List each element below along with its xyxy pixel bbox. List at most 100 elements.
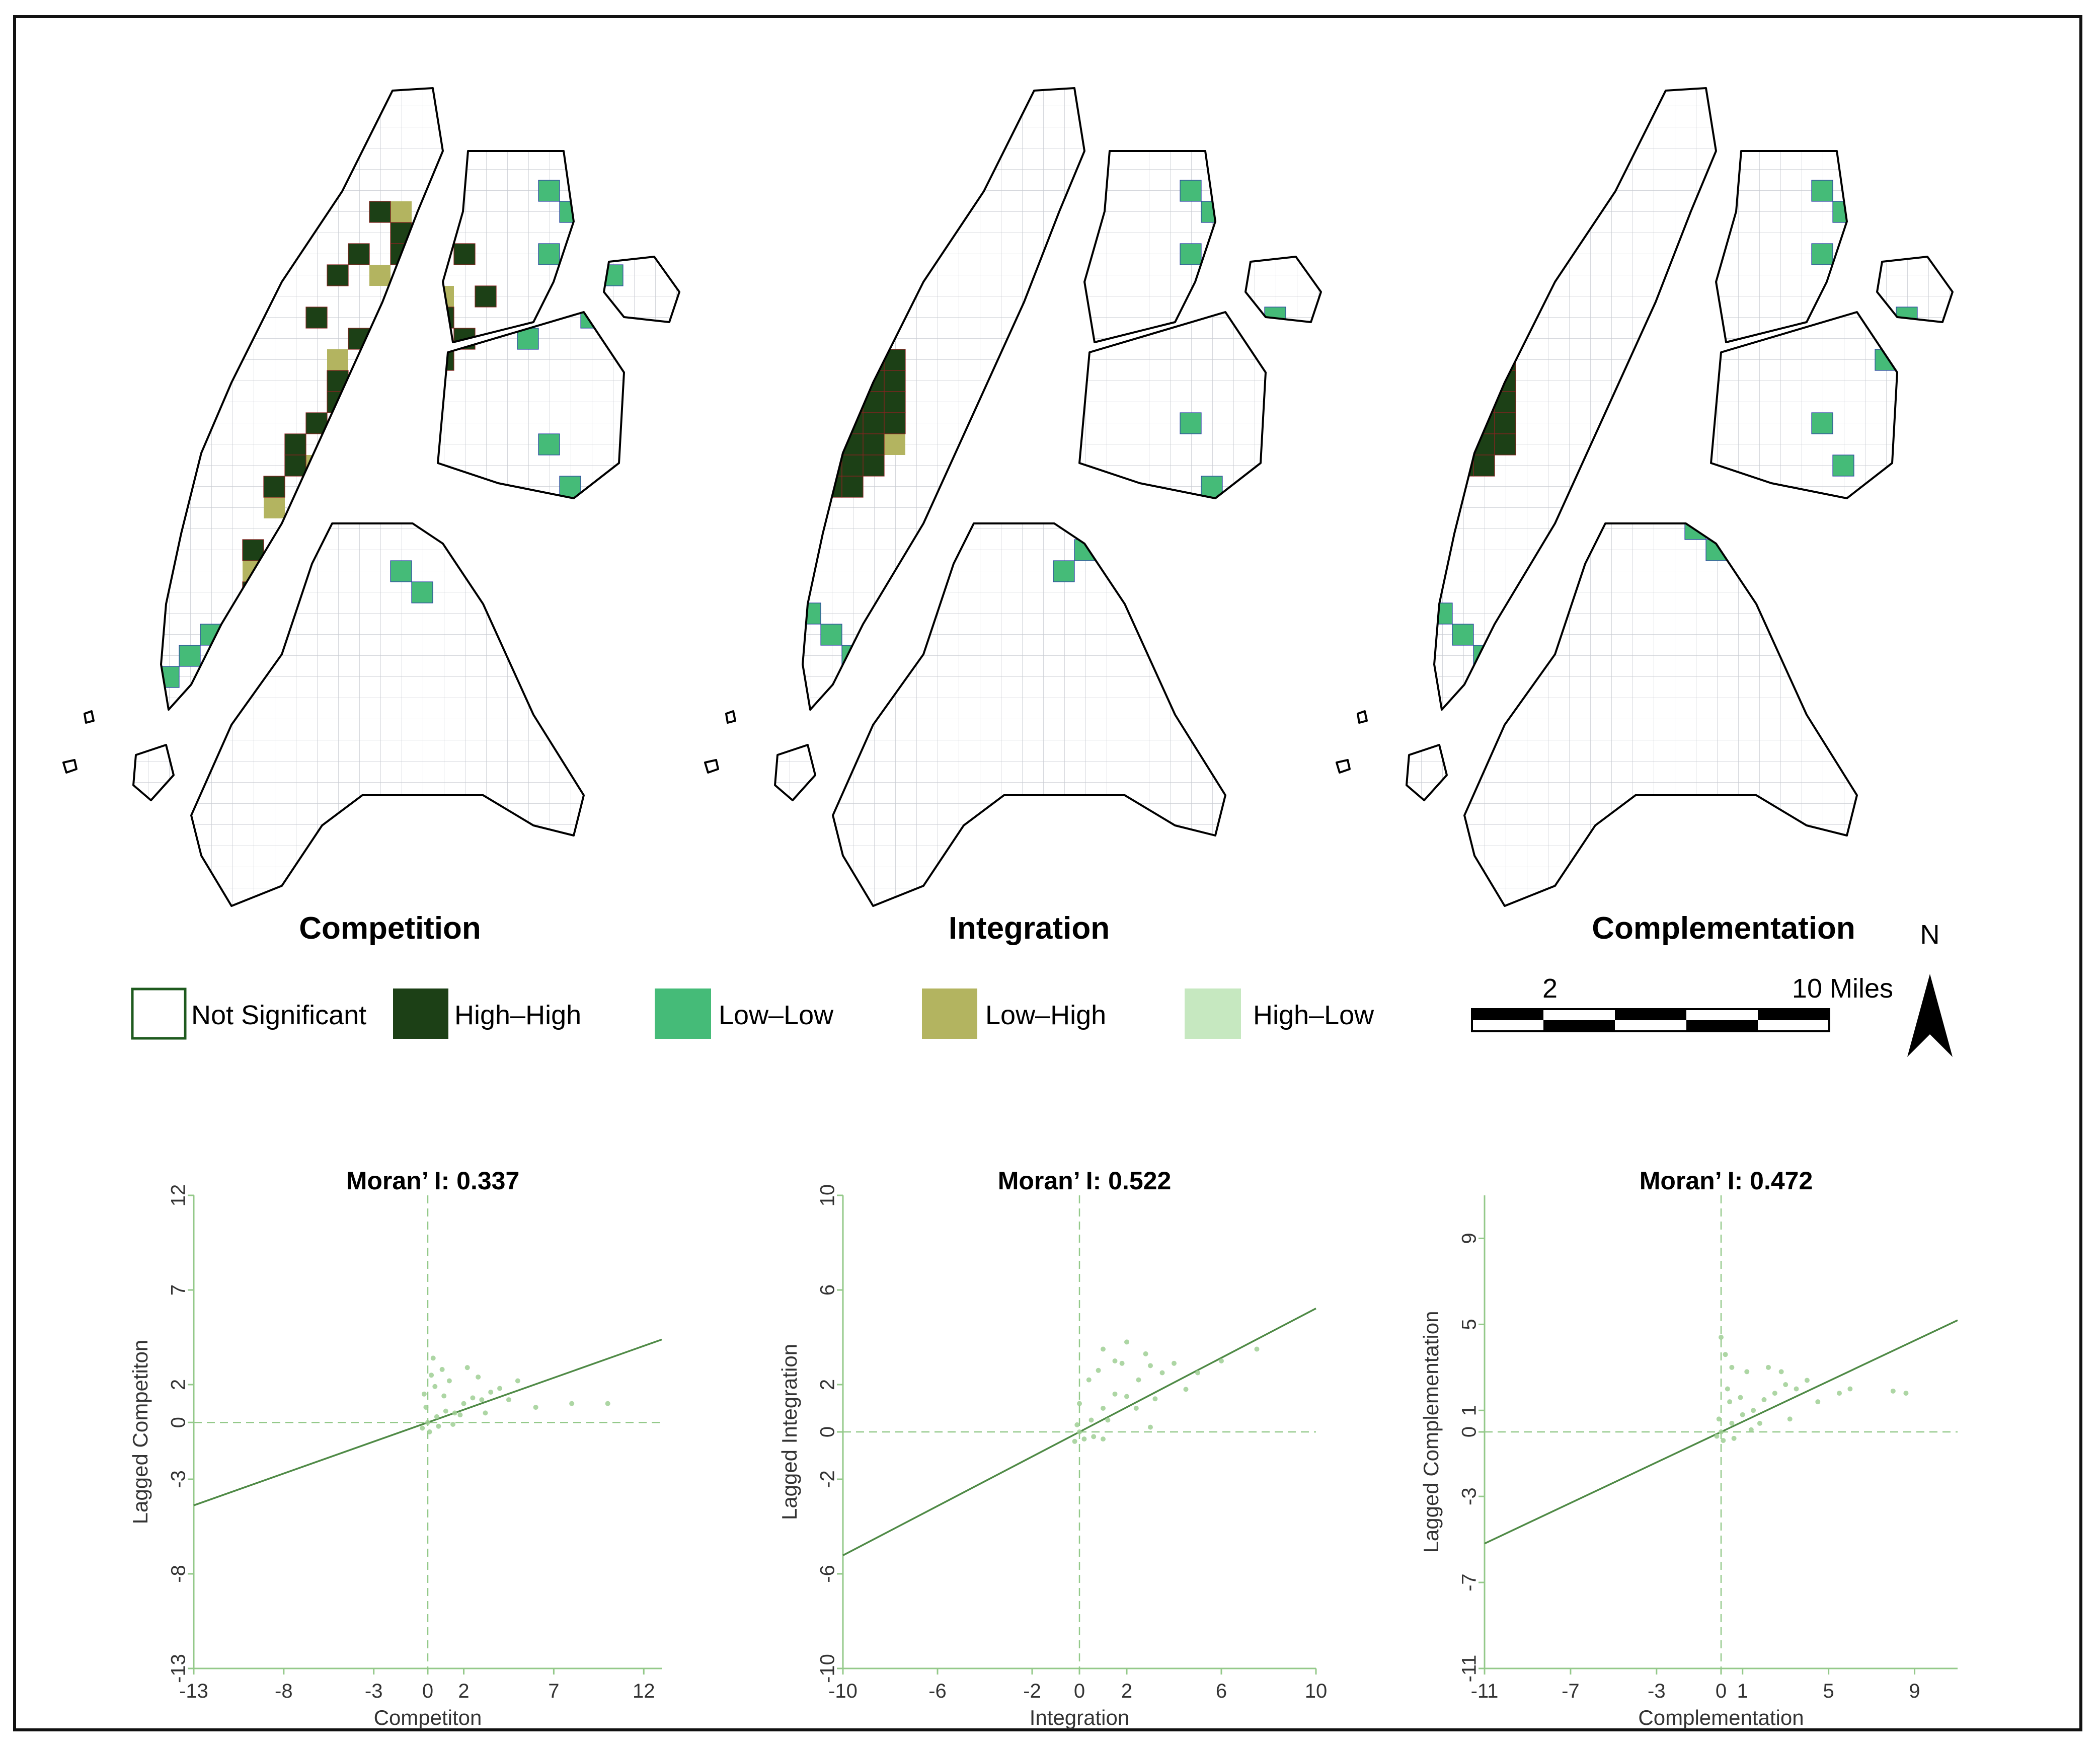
cluster-cell-hh: [884, 370, 906, 392]
map-region-manhattan: [161, 88, 443, 710]
x-tick-label: 12: [633, 1680, 655, 1702]
north-label: N: [1920, 920, 1940, 950]
cluster-cell-ll: [1180, 581, 1202, 603]
map-title-integration: Integration: [949, 911, 1110, 946]
cluster-cell-ll: [1832, 285, 1854, 308]
map-title-complementation: Complementation: [1592, 911, 1855, 946]
map-region-staten-tip: [1407, 745, 1447, 800]
cluster-cell-hh: [411, 370, 433, 392]
scatter-point: [1727, 1399, 1733, 1405]
cluster-cell-hh: [327, 264, 349, 286]
scatter-point: [1757, 1420, 1762, 1426]
x-axis-label: Integration: [1030, 1706, 1129, 1729]
y-tick-label: 6: [817, 1284, 839, 1296]
cluster-cell-ll: [1769, 581, 1791, 603]
cluster-cell-hl: [285, 117, 306, 138]
x-tick-label: 7: [548, 1680, 559, 1702]
scatter-point: [1783, 1382, 1788, 1387]
scatter-point: [429, 1373, 434, 1378]
scatter-point: [1815, 1399, 1821, 1405]
cluster-cell-ll: [1264, 349, 1286, 371]
scatter-point: [1254, 1346, 1260, 1352]
x-tick-label: 2: [1121, 1680, 1132, 1702]
scatter-point: [533, 1405, 538, 1410]
map-region-brooklyn: [833, 523, 1225, 906]
scatter-point: [1077, 1429, 1082, 1434]
map-region-staten-tip: [775, 745, 815, 800]
scatter-point: [1088, 1417, 1094, 1423]
scatter-point: [446, 1378, 452, 1384]
cluster-cell-ll: [1053, 560, 1075, 582]
y-tick-label: 0: [168, 1417, 190, 1428]
cluster-cell-hh: [1452, 349, 1474, 371]
legend-item-low-high: Low–High: [922, 988, 1106, 1039]
x-tick-label: -13: [179, 1680, 208, 1702]
cluster-cell-ll: [1452, 624, 1474, 646]
cluster-cell-hh: [1452, 370, 1474, 392]
scatter-point: [1119, 1360, 1125, 1366]
cluster-cell-hh: [778, 433, 800, 455]
cluster-cell-ll: [1243, 222, 1265, 244]
cluster-cell-hh: [1473, 454, 1495, 477]
cluster-cell-hh: [841, 476, 864, 498]
y-tick-label: -3: [168, 1470, 190, 1488]
x-tick-label: 9: [1909, 1680, 1920, 1702]
cluster-cell-ll: [820, 624, 842, 646]
cluster-cell-ll: [1811, 243, 1833, 265]
scatter-point: [497, 1386, 503, 1391]
scatter-point: [1077, 1401, 1082, 1406]
cluster-cell-ll: [517, 539, 539, 561]
y-tick-label: 5: [1458, 1319, 1481, 1330]
scatter-point: [1074, 1422, 1080, 1427]
figure-frame: [13, 15, 2082, 1731]
cluster-cell-ll: [1180, 412, 1202, 434]
x-tick-label: -10: [828, 1680, 858, 1702]
scatter-point: [1112, 1391, 1118, 1397]
scatter-point: [1744, 1369, 1750, 1375]
y-tick-label: 9: [1458, 1233, 1481, 1244]
scatter-point: [569, 1401, 575, 1406]
y-tick-label: 2: [817, 1379, 839, 1390]
cluster-cell-hh: [263, 476, 285, 498]
cluster-cell-hh: [778, 412, 800, 434]
cluster-cell-lh: [348, 434, 369, 455]
scale-bar: 2 10 Miles: [1471, 973, 1893, 1032]
cluster-cell-hh: [390, 391, 412, 413]
scatter-point: [506, 1397, 511, 1403]
cluster-cell-lh: [821, 349, 842, 370]
cluster-cell-ll: [496, 518, 518, 540]
legend-item-low-low: Low–Low: [655, 988, 834, 1039]
cluster-cell-ll: [559, 201, 581, 223]
cluster-cell-hh: [348, 476, 370, 498]
cluster-cell-hh: [799, 391, 821, 413]
cluster-cell-hh: [263, 560, 285, 582]
map-region-manhattan: [1434, 88, 1716, 710]
scatter-point: [1086, 1377, 1092, 1383]
map-region-queens: [1079, 312, 1266, 498]
y-axis-label: Lagged Integration: [777, 1344, 801, 1520]
cluster-cell-hh: [369, 349, 391, 371]
cluster-cell-ll: [1201, 476, 1223, 498]
cluster-cell-hh: [1431, 391, 1453, 413]
x-tick-label: 5: [1823, 1680, 1834, 1702]
scatter-point: [1172, 1360, 1177, 1366]
scatter-competition: -13 -8 -3 0 2 7 12 -13 -8 -3 0 2 7 12 Moran’ I: 0.337 C…: [128, 1167, 662, 1729]
legend-item-high-low: High–Low: [1185, 988, 1374, 1039]
x-tick-label: -2: [1023, 1680, 1041, 1702]
legend-label: High–High: [454, 1000, 581, 1030]
north-arrow-icon: N: [1907, 920, 1953, 1057]
y-tick-label: -2: [817, 1470, 839, 1488]
cluster-cell-hh: [799, 412, 821, 434]
x-tick-label: -6: [928, 1680, 947, 1702]
cluster-cell-hh: [348, 243, 370, 265]
cluster-cell-ll: [538, 243, 560, 265]
cluster-cell-hh: [305, 497, 328, 519]
y-tick-label: 7: [168, 1284, 190, 1296]
scatter-point: [432, 1384, 438, 1389]
x-axis-label: Competiton: [374, 1706, 482, 1729]
cluster-cell-hh: [799, 518, 821, 540]
cluster-cell-lh: [412, 328, 433, 349]
cluster-cell-hh: [820, 433, 842, 455]
cluster-cell-hh: [475, 285, 497, 308]
y-tick-label: 1: [1458, 1405, 1481, 1416]
